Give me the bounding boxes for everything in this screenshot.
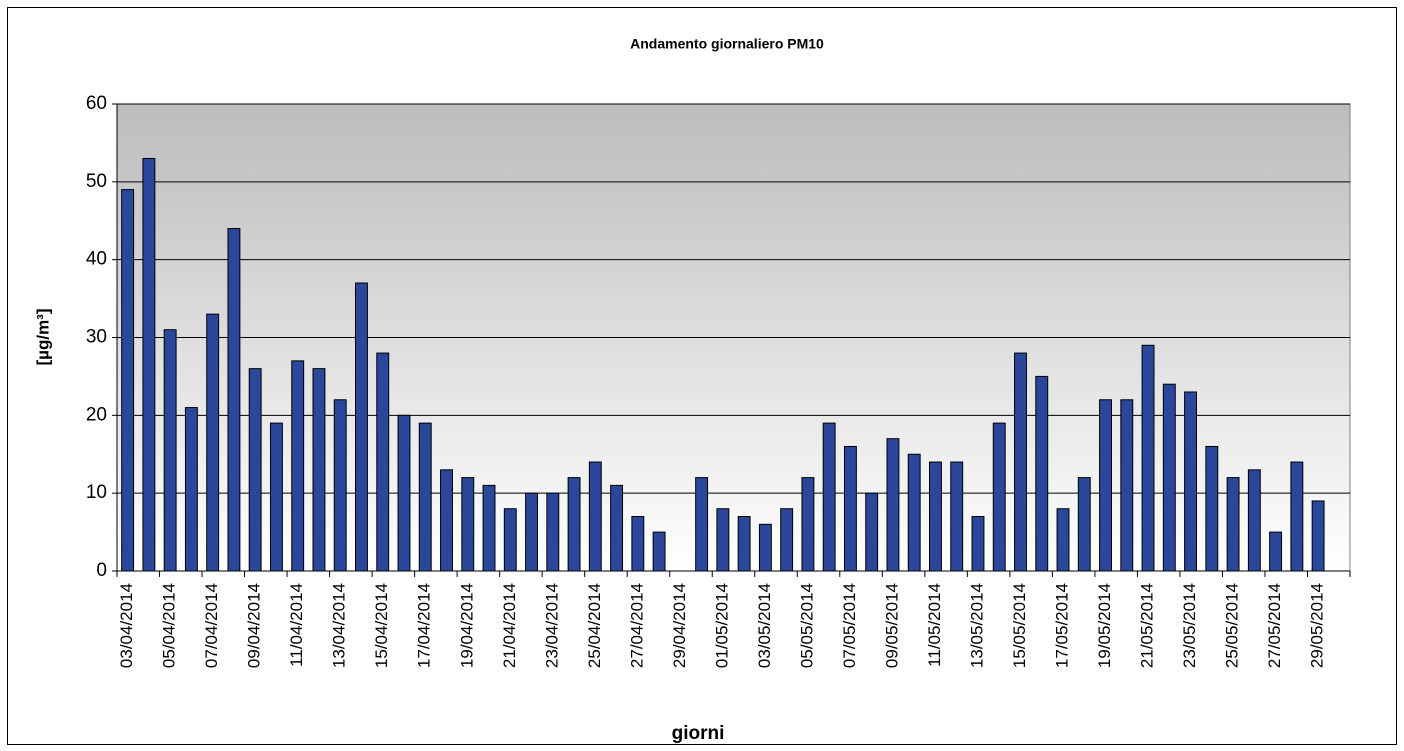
bar bbox=[291, 360, 305, 572]
bar bbox=[227, 228, 241, 572]
bar bbox=[1162, 383, 1176, 572]
y-tick-label: 0 bbox=[96, 560, 107, 581]
x-tick-label: 05/04/2014 bbox=[160, 583, 179, 668]
bar bbox=[1099, 399, 1112, 572]
bar bbox=[440, 469, 453, 572]
x-tick-label: 21/05/2014 bbox=[1138, 583, 1157, 668]
bar bbox=[163, 329, 177, 572]
bar bbox=[1014, 352, 1027, 572]
bar bbox=[758, 523, 772, 572]
x-tick-label: 27/04/2014 bbox=[627, 583, 646, 668]
x-tick-label: 03/04/2014 bbox=[117, 583, 136, 668]
x-tick-label: 29/04/2014 bbox=[670, 583, 689, 668]
bar bbox=[333, 399, 347, 572]
y-tick-label: 20 bbox=[86, 404, 107, 425]
bar bbox=[461, 477, 475, 572]
x-tick-label: 13/05/2014 bbox=[967, 583, 986, 668]
bar bbox=[1226, 477, 1240, 572]
x-tick-label: 19/04/2014 bbox=[457, 583, 476, 668]
bar bbox=[1205, 445, 1219, 572]
bar bbox=[992, 422, 1006, 572]
bar bbox=[1141, 344, 1155, 572]
x-tick-label: 17/04/2014 bbox=[415, 583, 434, 668]
bar bbox=[1184, 391, 1198, 572]
x-tick-label: 17/05/2014 bbox=[1052, 583, 1071, 668]
bar bbox=[950, 461, 964, 572]
x-tick-label: 25/05/2014 bbox=[1223, 583, 1242, 668]
x-tick-label: 29/05/2014 bbox=[1308, 583, 1327, 668]
x-tick-label: 07/05/2014 bbox=[840, 583, 859, 668]
x-axis-label: giorni bbox=[672, 723, 725, 744]
bar bbox=[588, 461, 602, 572]
y-tick-label: 10 bbox=[86, 482, 107, 503]
y-tick-label: 40 bbox=[86, 249, 107, 270]
bar bbox=[418, 422, 432, 572]
y-tick-label: 30 bbox=[86, 327, 107, 348]
bar bbox=[1035, 375, 1049, 572]
bar bbox=[1269, 531, 1283, 572]
bar bbox=[546, 492, 560, 572]
bar bbox=[142, 157, 156, 572]
x-tick-label: 23/04/2014 bbox=[542, 583, 561, 668]
bar bbox=[801, 477, 815, 572]
bar bbox=[482, 484, 496, 572]
x-tick-label: 13/04/2014 bbox=[330, 583, 349, 668]
x-tick-label: 11/04/2014 bbox=[287, 583, 306, 667]
bar bbox=[843, 445, 857, 572]
bar bbox=[269, 422, 283, 572]
y-axis-label: [µg/m³] bbox=[33, 308, 52, 365]
bar bbox=[1120, 399, 1134, 572]
bar bbox=[929, 461, 942, 572]
bar bbox=[695, 477, 709, 572]
bar bbox=[610, 484, 624, 572]
bar bbox=[865, 492, 879, 572]
x-tick-label: 23/05/2014 bbox=[1180, 583, 1199, 668]
x-tick-label: 03/05/2014 bbox=[755, 583, 774, 668]
bar bbox=[397, 414, 411, 572]
bar bbox=[1311, 500, 1325, 572]
bar bbox=[121, 189, 135, 572]
bar bbox=[1077, 477, 1091, 572]
x-tick-label: 15/05/2014 bbox=[1010, 583, 1029, 668]
x-tick-label: 11/05/2014 bbox=[925, 583, 944, 667]
x-tick-label: 09/04/2014 bbox=[245, 583, 264, 668]
bar bbox=[652, 531, 666, 572]
x-tick-label: 19/05/2014 bbox=[1095, 583, 1114, 668]
bar bbox=[376, 352, 390, 572]
bar bbox=[312, 368, 326, 572]
x-tick-label: 01/05/2014 bbox=[712, 583, 731, 668]
bar bbox=[886, 438, 900, 572]
bar bbox=[525, 492, 538, 572]
y-tick-label: 50 bbox=[86, 171, 107, 192]
chart-title: Andamento giornaliero PM10 bbox=[630, 36, 824, 52]
x-tick-label: 15/04/2014 bbox=[372, 583, 391, 668]
bar bbox=[1290, 461, 1304, 572]
bar bbox=[780, 508, 794, 572]
bar bbox=[971, 516, 985, 572]
x-tick-label: 05/05/2014 bbox=[797, 583, 816, 668]
x-tick-label: 09/05/2014 bbox=[882, 583, 901, 668]
bar bbox=[716, 508, 730, 572]
x-tick-label: 27/05/2014 bbox=[1265, 583, 1284, 668]
bar bbox=[822, 422, 836, 572]
bar bbox=[503, 508, 517, 572]
bar bbox=[355, 282, 368, 572]
bar bbox=[1056, 508, 1070, 572]
x-tick-label: 25/04/2014 bbox=[585, 583, 604, 668]
bar bbox=[907, 453, 921, 572]
bar bbox=[1247, 469, 1261, 572]
bar bbox=[567, 477, 581, 572]
x-tick-label: 07/04/2014 bbox=[202, 583, 221, 668]
bar bbox=[184, 407, 198, 572]
x-tick-label: 21/04/2014 bbox=[500, 583, 519, 668]
y-tick-label: 60 bbox=[86, 93, 107, 114]
bar bbox=[206, 313, 220, 572]
bar bbox=[248, 368, 262, 572]
bar bbox=[631, 516, 645, 572]
bar bbox=[737, 516, 751, 572]
